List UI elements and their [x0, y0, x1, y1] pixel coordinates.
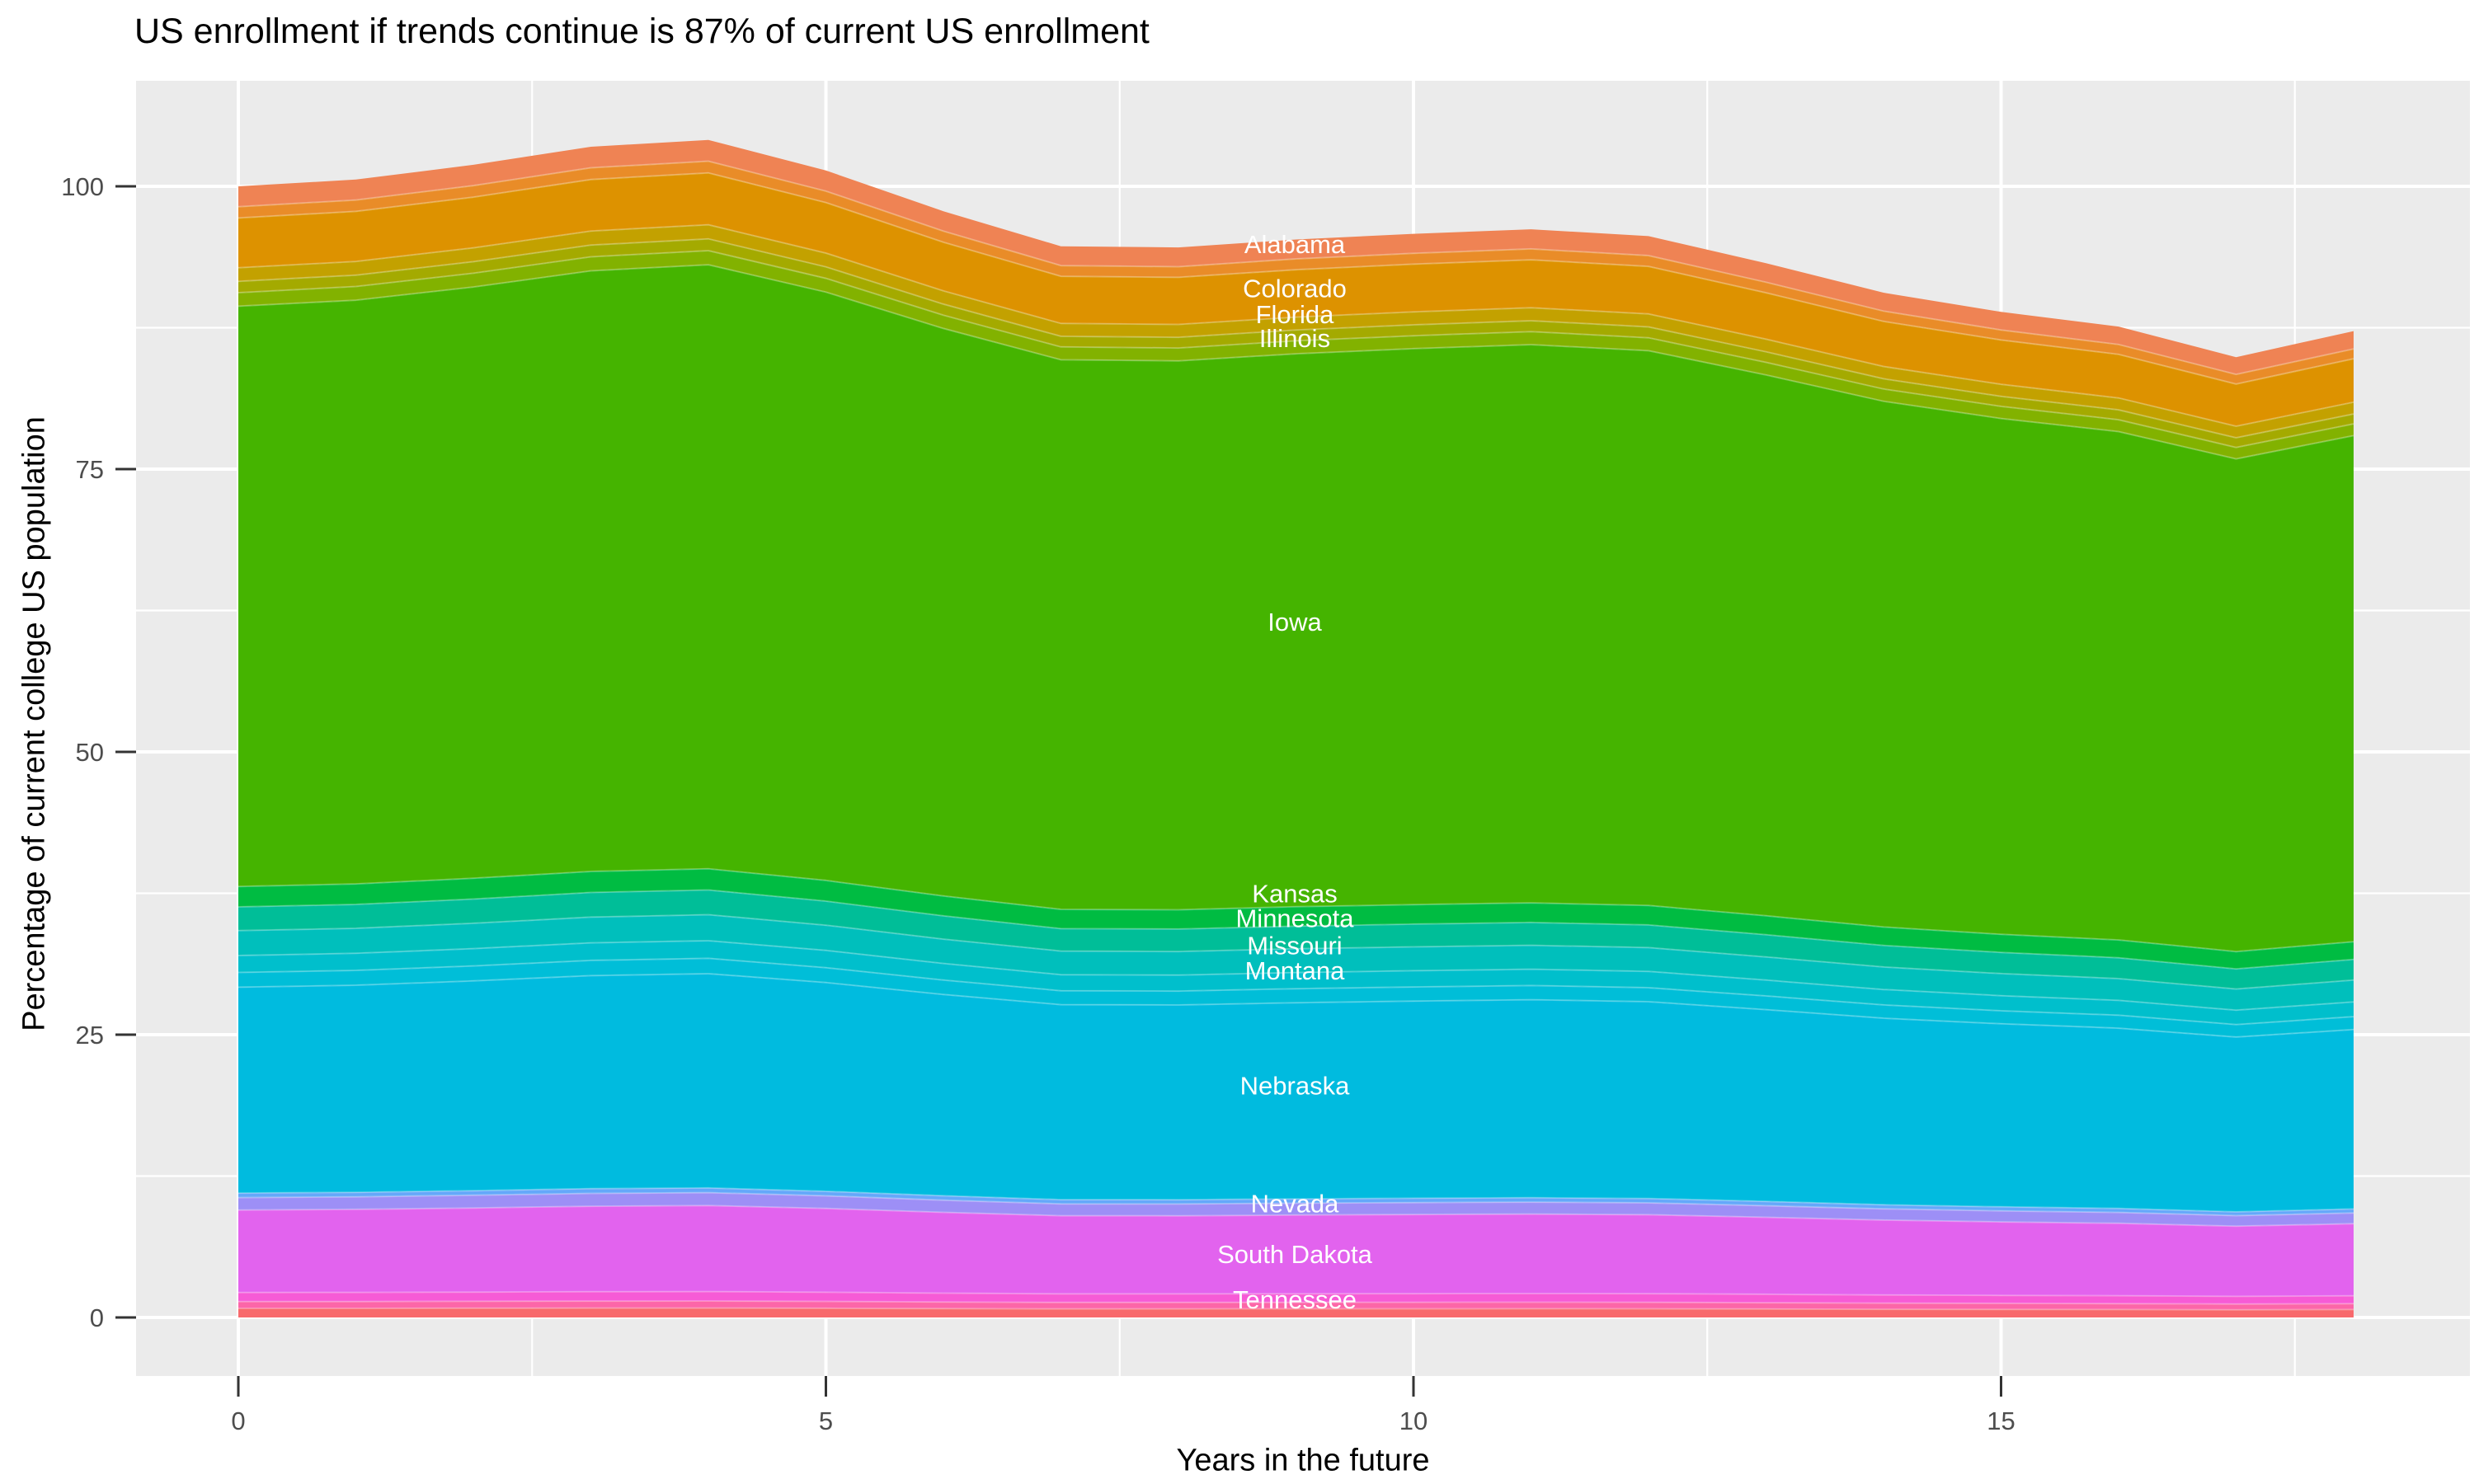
state-label-south-dakota: South Dakota [1217, 1240, 1373, 1269]
state-label-missouri: Missouri [1247, 932, 1342, 960]
state-label-colorado: Colorado [1243, 274, 1347, 303]
state-label-iowa: Iowa [1268, 608, 1322, 636]
y-tick-label-0: 0 [90, 1303, 104, 1332]
area-band-filler-pink [238, 1301, 2354, 1310]
area-band-nevada [238, 1192, 2354, 1227]
x-tick-label-0: 0 [231, 1407, 245, 1435]
area-band-nebraska [238, 974, 2354, 1212]
band-seam-tennessee [238, 1290, 2354, 1298]
state-label-tennessee: Tennessee [1233, 1285, 1357, 1314]
band-seam-montana [238, 939, 2354, 1012]
band-seam-kansas [238, 867, 2354, 953]
area-band-kansas [238, 868, 2354, 970]
x-tick-label-10: 10 [1399, 1407, 1427, 1435]
band-seam-nevada [238, 1191, 2354, 1217]
state-label-nevada: Nevada [1251, 1189, 1340, 1218]
area-band-iowa [238, 265, 2354, 952]
area-band-tennessee [238, 1291, 2354, 1304]
band-seam-filler-blue [238, 1186, 2354, 1213]
area-band-colorado [238, 172, 2354, 426]
area-band-south-dakota [238, 1205, 2354, 1297]
y-tick-label-25: 25 [76, 1021, 104, 1050]
band-seam-filler-orange [238, 160, 2354, 376]
band-seam-iowa [238, 264, 2354, 460]
band-seam-nebraska [238, 972, 2354, 1038]
band-seam-florida [238, 223, 2354, 428]
state-label-nebraska: Nebraska [1240, 1072, 1350, 1101]
band-seam-minnesota [238, 889, 2354, 970]
area-band-missouri [238, 914, 2354, 1011]
y-axis-title: Percentage of current college US populat… [16, 416, 52, 1031]
state-label-florida: Florida [1256, 300, 1335, 329]
x-tick-label-15: 15 [1987, 1407, 2015, 1435]
state-label-montana: Montana [1245, 956, 1345, 985]
state-label-illinois: Illinois [1259, 324, 1330, 353]
area-band-filler-red [238, 1308, 2354, 1317]
x-tick-label-5: 5 [819, 1407, 833, 1435]
band-seam-filler-cyan [238, 957, 2354, 1026]
area-band-montana [238, 941, 2354, 1025]
state-label-alabama: Alabama [1244, 230, 1346, 259]
x-axis-title: Years in the future [1176, 1443, 1430, 1478]
area-band-filler-cyan [238, 958, 2354, 1037]
y-tick-label-100: 100 [61, 172, 104, 201]
state-label-minnesota: Minnesota [1235, 904, 1354, 933]
band-seam-colorado [238, 171, 2354, 385]
chart-title: US enrollment if trends continue is 87% … [134, 12, 1150, 51]
y-tick-label-50: 50 [76, 738, 104, 767]
state-label-kansas: Kansas [1252, 880, 1337, 909]
band-seam-missouri [238, 913, 2354, 990]
band-seam-filler-olive [238, 237, 2354, 439]
y-tick-label-75: 75 [76, 455, 104, 484]
band-seam-illinois [238, 249, 2354, 448]
band-seam-filler-pink [238, 1299, 2354, 1305]
area-band-filler-blue [238, 1187, 2354, 1216]
band-seam-south-dakota [238, 1205, 2354, 1228]
band-seam-filler-red [238, 1307, 2354, 1311]
area-band-alabama [238, 139, 2354, 375]
area-band-minnesota [238, 890, 2354, 989]
